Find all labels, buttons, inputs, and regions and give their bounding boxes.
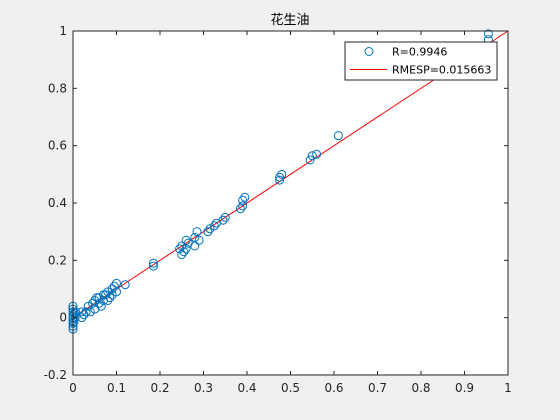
data-point	[220, 212, 230, 222]
x-tick-label: 0.4	[237, 381, 256, 395]
data-point	[333, 131, 343, 141]
data-point	[277, 169, 287, 179]
data-point	[181, 244, 191, 254]
x-tick-label: 0.1	[107, 381, 126, 395]
data-point	[148, 261, 158, 271]
x-tick-label: 0.2	[150, 381, 169, 395]
data-point	[312, 149, 322, 159]
data-point	[483, 29, 493, 39]
data-point	[96, 301, 106, 311]
data-point	[105, 293, 115, 303]
legend-box	[344, 41, 498, 81]
data-point	[77, 307, 87, 317]
data-point	[194, 235, 204, 245]
data-point	[148, 258, 158, 268]
data-point	[238, 195, 248, 205]
data-point	[305, 155, 315, 165]
x-tick-label: 0.3	[194, 381, 213, 395]
data-point	[275, 172, 285, 182]
x-tick-label: 0.5	[281, 381, 300, 395]
data-point	[81, 307, 91, 317]
axes-background	[73, 31, 508, 375]
legend: R=0.9946 RMESP=0.015663	[344, 41, 498, 81]
data-point	[307, 151, 317, 161]
data-point	[209, 221, 219, 231]
x-tick-label: 0.9	[455, 381, 474, 395]
x-tick-label: 0	[69, 381, 77, 395]
data-point	[71, 307, 81, 317]
data-point	[77, 313, 87, 323]
y-tick-label: 0.8	[48, 81, 67, 95]
data-point	[109, 281, 119, 291]
data-point	[240, 192, 250, 202]
data-point	[179, 247, 189, 257]
y-tick-label: 0.2	[48, 253, 67, 267]
data-point	[112, 278, 121, 288]
data-point	[103, 295, 113, 305]
legend-label-points: R=0.9946	[392, 46, 447, 59]
data-point	[192, 227, 202, 237]
data-point	[238, 201, 248, 211]
data-point	[181, 235, 191, 245]
y-tick-label: -0.2	[44, 368, 67, 382]
data-point	[203, 227, 213, 237]
data-point	[120, 280, 130, 290]
legend-label-fit: RMESP=0.015663	[392, 64, 491, 77]
data-point	[177, 250, 187, 260]
y-tick-label: 0	[59, 311, 67, 325]
data-point	[190, 241, 200, 251]
y-tick-label: 1	[59, 24, 67, 38]
chart-title: 花生油	[270, 12, 309, 28]
y-axis: -0.2 0 0.2 0.4 0.6 0.8 1	[44, 24, 508, 382]
x-axis: 0 0.1 0.2 0.3 0.4 0.5 0.6 0.7 0.8 0.9 1	[69, 31, 512, 395]
data-point	[112, 287, 121, 297]
y-tick-label: 0.6	[48, 139, 67, 153]
x-tick-label: 0.7	[368, 381, 387, 395]
data-point	[70, 313, 80, 323]
data-point	[275, 175, 285, 185]
data-point	[218, 215, 228, 225]
data-point	[235, 204, 245, 214]
data-point	[88, 298, 98, 308]
x-tick-label: 1	[504, 381, 512, 395]
legend-marker-points	[364, 47, 374, 56]
x-tick-label: 0.8	[411, 381, 430, 395]
x-tick-label: 0.6	[324, 381, 343, 395]
y-tick-label: 0.4	[48, 196, 67, 210]
